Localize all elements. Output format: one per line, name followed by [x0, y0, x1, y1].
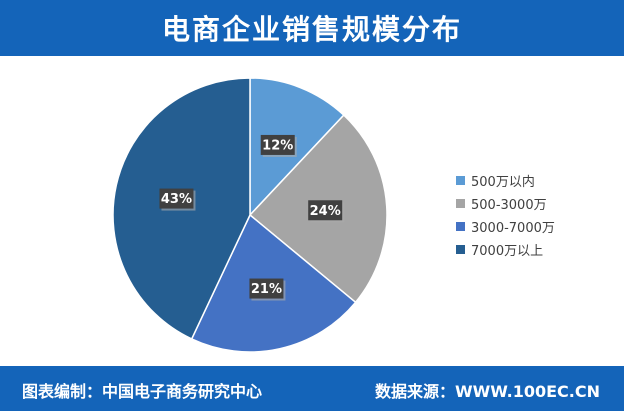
- legend-swatch: [456, 175, 465, 185]
- legend-label: 7000万以上: [471, 243, 544, 259]
- legend-item: 500-3000万: [456, 195, 555, 213]
- legend-swatch: [456, 244, 465, 254]
- data-source: 数据来源：WWW.100EC.CN: [375, 378, 600, 402]
- chart-title: 电商企业销售规模分布: [161, 13, 462, 46]
- legend-item: 500万以内: [456, 172, 555, 190]
- data-label: 24%: [308, 200, 345, 223]
- legend-item: 7000万以上: [456, 241, 555, 259]
- data-source-site: WWW.100EC.CN: [455, 382, 600, 401]
- data-label-text: 12%: [262, 138, 293, 153]
- data-source-prefix: 数据来源：: [374, 382, 455, 401]
- data-label-text: 24%: [310, 204, 341, 219]
- data-label-text: 21%: [251, 282, 282, 297]
- header-bar: 电商企业销售规模分布: [0, 0, 624, 56]
- chart-area: 12% 24% 21% 43% 500万以内 500-3000万 3000-7000万…: [0, 56, 624, 366]
- legend-label: 500-3000万: [471, 197, 547, 213]
- data-label: 21%: [249, 278, 286, 301]
- pie-chart: 12% 24% 21% 43%: [112, 77, 388, 353]
- legend-swatch: [456, 221, 465, 231]
- legend-item: 3000-7000万: [456, 218, 555, 236]
- footer-bar: 图表编制：中国电子商务研究中心 数据来源：WWW.100EC.CN: [0, 366, 624, 411]
- data-label: 12%: [260, 134, 297, 157]
- compiler-credit: 图表编制：中国电子商务研究中心: [22, 378, 262, 402]
- pie-slice: [249, 77, 345, 217]
- data-label: 43%: [159, 188, 196, 211]
- legend-label: 3000-7000万: [471, 220, 555, 236]
- compiler-prefix: 图表编制：: [22, 382, 103, 401]
- legend-label: 500万以内: [471, 174, 535, 190]
- legend: 500万以内 500-3000万 3000-7000万 7000万以上: [456, 172, 555, 259]
- compiler-org: 中国电子商务研究中心: [102, 382, 263, 401]
- data-label-text: 43%: [161, 192, 192, 207]
- legend-swatch: [456, 198, 465, 208]
